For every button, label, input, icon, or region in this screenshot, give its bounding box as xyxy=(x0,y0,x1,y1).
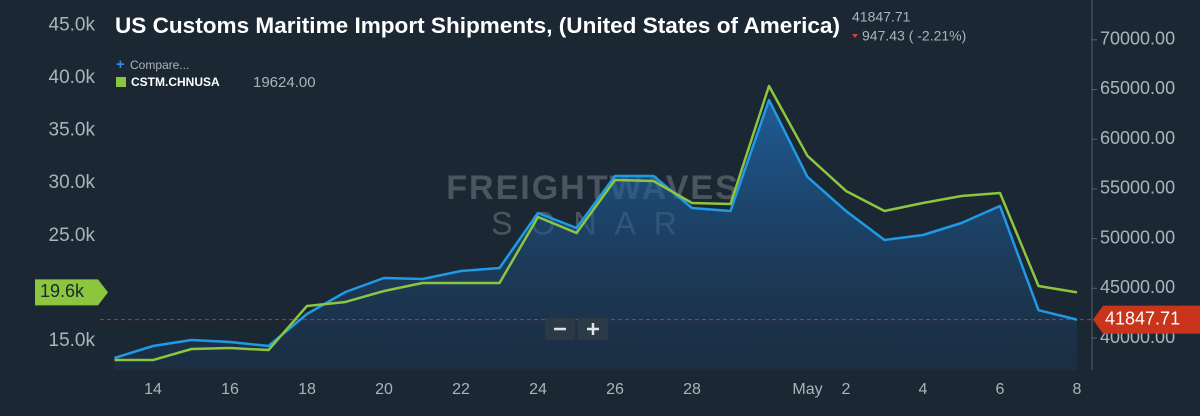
x-tick-label: 22 xyxy=(452,381,470,398)
legend-value: 19624.00 xyxy=(253,74,316,91)
x-tick-label: 18 xyxy=(298,381,316,398)
y-tick-label: 15.0k xyxy=(49,330,96,351)
x-tick-label: May xyxy=(792,381,822,398)
y2-tick-label: 55000.00 xyxy=(1100,178,1175,198)
y-tick-label: 40.0k xyxy=(49,67,96,88)
y2-tick-label: 45000.00 xyxy=(1100,277,1175,297)
x-tick-label: 4 xyxy=(919,381,928,398)
last-value-tag xyxy=(1093,305,1200,334)
x-tick-label: 14 xyxy=(144,381,162,398)
y2-tick-label: 70000.00 xyxy=(1100,29,1175,49)
y-tick-label: 25.0k xyxy=(49,225,96,246)
last-value-label: 19.6k xyxy=(40,281,85,301)
compare-link[interactable]: Compare... xyxy=(130,58,189,72)
header-price: 41847.71 xyxy=(852,9,911,25)
legend-swatch xyxy=(116,77,126,87)
last-value-label: 41847.71 xyxy=(1105,308,1180,328)
x-tick-label: 20 xyxy=(375,381,393,398)
zoom-controls[interactable] xyxy=(545,318,608,340)
y2-tick-label: 60000.00 xyxy=(1100,128,1175,148)
x-tick-label: 28 xyxy=(683,381,701,398)
x-tick-label: 8 xyxy=(1073,381,1082,398)
series-line xyxy=(114,98,1078,360)
down-arrow-icon xyxy=(852,34,858,38)
area-fill xyxy=(114,100,1077,370)
series-line xyxy=(114,84,1078,362)
y2-tick-label: 50000.00 xyxy=(1100,227,1175,247)
x-tick-label: 6 xyxy=(996,381,1005,398)
last-value-tag xyxy=(35,279,108,306)
chart-title: US Customs Maritime Import Shipments, (U… xyxy=(115,13,840,38)
y-tick-label: 45.0k xyxy=(49,14,96,35)
x-tick-label: 26 xyxy=(606,381,624,398)
legend-label: CSTM.CHNUSA xyxy=(131,75,220,89)
watermark-text: FREIGHTWAVES xyxy=(446,169,740,207)
y-tick-label: 30.0k xyxy=(49,172,96,193)
x-tick-label: 16 xyxy=(221,381,239,398)
x-tick-label: 2 xyxy=(842,381,851,398)
y-tick-label: 35.0k xyxy=(49,120,96,141)
header-change: 947.43 ( -2.21%) xyxy=(862,28,966,44)
y2-tick-label: 65000.00 xyxy=(1100,78,1175,98)
compare-icon[interactable]: + xyxy=(116,56,125,73)
x-tick-label: 24 xyxy=(529,381,547,398)
